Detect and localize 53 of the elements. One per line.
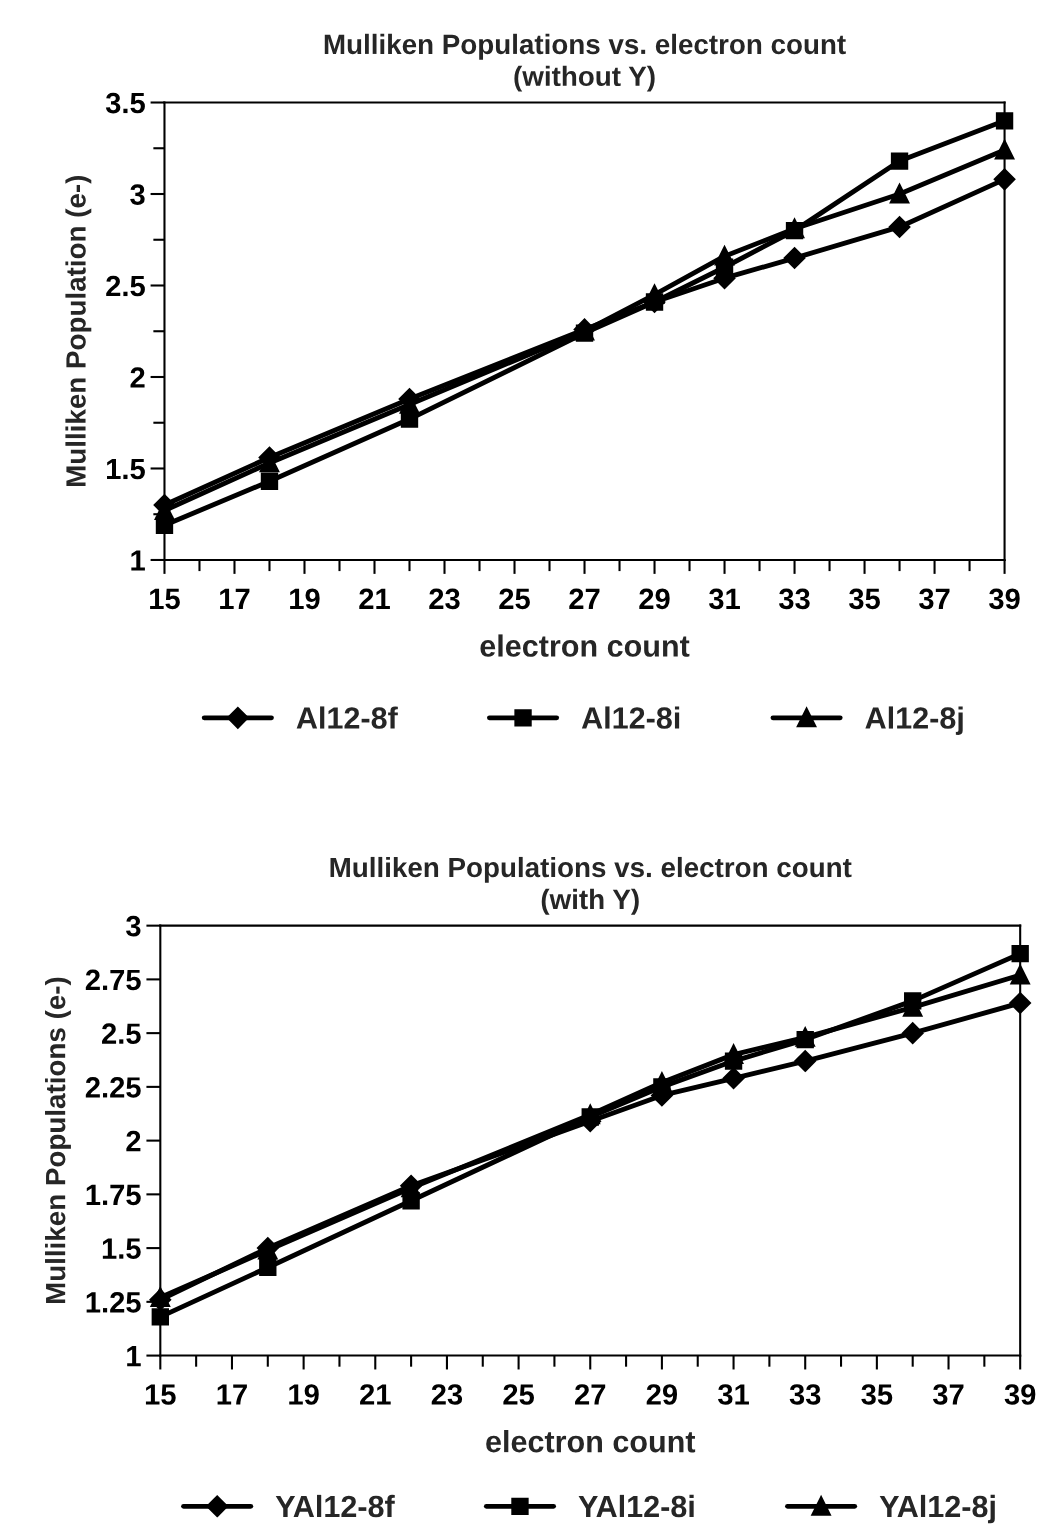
chart-title: Mulliken Populations vs. electron count (with Y) <box>330 856 852 915</box>
y-tick-label: 2.75 <box>85 969 141 991</box>
x-tick-label: 17 <box>220 588 250 609</box>
x-tick-label: 33 <box>789 1384 821 1405</box>
x-tick-label: 27 <box>569 588 600 609</box>
x-tick-label: 31 <box>718 1384 749 1405</box>
x-tick-label: 29 <box>639 588 670 610</box>
x-tick-label: 27 <box>575 1384 606 1405</box>
y-tick-label: 1.5 <box>107 458 145 480</box>
legend-label: Al12-8j <box>865 706 963 735</box>
x-tick-label: 37 <box>932 1384 964 1405</box>
x-tick-label: 31 <box>708 588 740 610</box>
x-tick-label: 21 <box>360 1384 391 1405</box>
y-axis-title: Mulliken Population (e-) <box>65 175 92 486</box>
legend-label: Al12-8i <box>581 706 680 729</box>
y-tick-label: 1.25 <box>86 1292 141 1313</box>
y-tick-label: 2.5 <box>106 275 145 297</box>
y-tick-label: 1 <box>131 550 145 571</box>
x-tick-label: 33 <box>778 588 810 610</box>
legend-label: Al12-8f <box>296 706 398 729</box>
x-tick-label: 39 <box>989 588 1020 610</box>
legend-label: YAl12-8f <box>275 1494 395 1518</box>
x-tick-label: 35 <box>861 1384 893 1405</box>
y-tick-label: 2.25 <box>85 1077 141 1098</box>
x-tick-label: 19 <box>290 588 320 610</box>
x-tick-label: 23 <box>431 1384 463 1405</box>
y-tick-label: 2.5 <box>102 1023 141 1044</box>
chart-title: Mulliken Populations vs. electron count (without Y) <box>324 33 846 92</box>
legend-label: YAl12-8i <box>578 1494 694 1518</box>
x-tick-label: 21 <box>359 588 390 609</box>
y-tick-label: 1.5 <box>102 1238 141 1259</box>
x-tick-label: 35 <box>849 588 880 610</box>
y-tick-label: 2 <box>130 367 145 388</box>
x-tick-label: 19 <box>289 1384 319 1405</box>
x-tick-label: 37 <box>919 588 950 610</box>
x-tick-label: 29 <box>646 1384 678 1405</box>
y-tick-label: 3 <box>130 184 145 205</box>
y-tick-label: 3.5 <box>105 92 145 114</box>
x-tick-label: 39 <box>1004 1384 1036 1405</box>
y-tick-label: 2 <box>126 1130 141 1152</box>
y-tick-label: 3 <box>126 915 141 937</box>
x-tick-label: 23 <box>429 588 460 610</box>
x-tick-label: 25 <box>499 588 530 610</box>
legend-label: YAl12-8j <box>879 1494 995 1524</box>
y-axis-title: Mulliken Populations (e-) <box>45 977 71 1304</box>
x-axis-title: electron count <box>486 1429 696 1453</box>
x-axis-title: electron count <box>480 634 690 657</box>
y-tick-label: 1.75 <box>86 1184 141 1206</box>
x-tick-label: 15 <box>145 1384 176 1405</box>
x-tick-label: 25 <box>503 1384 534 1405</box>
x-tick-label: 17 <box>217 1384 247 1405</box>
x-tick-label: 15 <box>150 588 180 610</box>
y-tick-label: 1 <box>127 1346 141 1367</box>
